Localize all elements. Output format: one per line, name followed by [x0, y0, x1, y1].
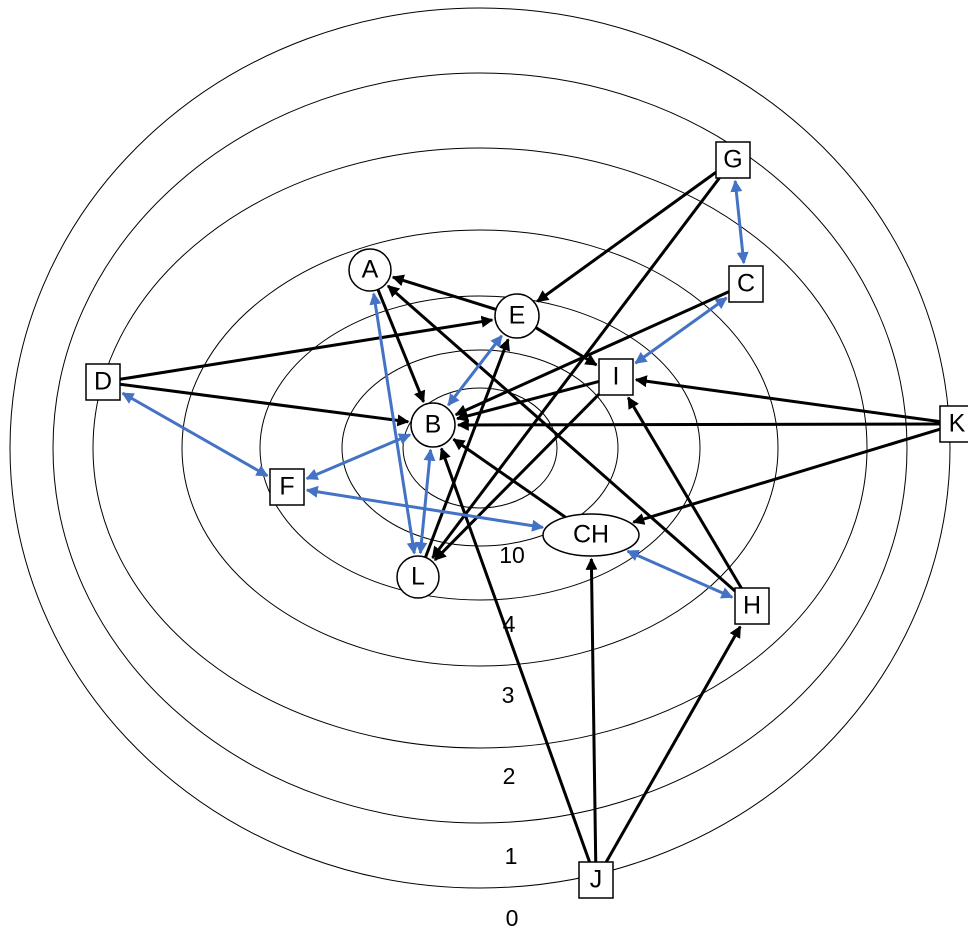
node-label-h: H: [743, 592, 761, 620]
node-l: L: [396, 555, 440, 599]
node-shape-j: [578, 861, 614, 899]
edge-e-b: [447, 334, 503, 407]
edge-d-e: [119, 315, 494, 381]
node-label-j: J: [590, 866, 603, 894]
node-shape-h: [734, 587, 770, 625]
edge-ch-h: [626, 549, 734, 599]
edge-i-l: [433, 393, 601, 561]
edge-j-ch: [585, 557, 598, 863]
edge-k-ch: [632, 427, 941, 525]
edge-g-c: [730, 179, 749, 265]
edge-a-l: [369, 292, 419, 555]
node-label-k: K: [949, 410, 966, 438]
ring-label-r10: 10: [499, 542, 525, 568]
node-h: H: [734, 587, 770, 625]
node-c: C: [728, 265, 764, 303]
ring-r2: [92, 147, 868, 749]
ring-label-r0: 0: [506, 905, 519, 927]
node-shape-k: [939, 405, 968, 443]
edges: [119, 171, 941, 863]
node-label-d: D: [94, 368, 112, 396]
ring-label-r3: 3: [502, 682, 515, 708]
edge-d-f: [121, 391, 269, 478]
ring-label-r1: 1: [505, 843, 518, 869]
node-label-f: F: [279, 473, 294, 501]
node-label-e: E: [509, 302, 526, 330]
node-label-l: L: [411, 563, 425, 591]
node-shape-g: [715, 141, 751, 179]
node-label-g: G: [723, 146, 742, 174]
node-shape-f: [269, 468, 305, 506]
node-shape-i: [598, 358, 634, 396]
edge-e-i: [534, 326, 598, 367]
edge-j-b: [439, 447, 591, 863]
edge-g-e: [536, 171, 717, 303]
node-a: A: [348, 248, 392, 292]
edge-b-l: [415, 448, 436, 555]
node-label-a: A: [362, 256, 379, 284]
rings: [9, 7, 951, 889]
node-i: I: [598, 358, 634, 396]
node-shape-e: [494, 293, 540, 339]
node-j: J: [578, 861, 614, 899]
node-shape-b: [410, 402, 456, 448]
ring-r0: [9, 7, 951, 889]
edge-k-b: [456, 418, 941, 431]
edge-h-a: [387, 284, 736, 593]
edge-c-i: [634, 296, 728, 365]
node-ch: CH: [542, 513, 640, 557]
edge-k-i: [634, 375, 941, 424]
node-g: G: [715, 141, 751, 179]
node-shape-l: [396, 555, 440, 599]
node-e: E: [494, 293, 540, 339]
node-d: D: [85, 363, 121, 401]
ring-label-r2: 2: [503, 763, 516, 789]
node-k: K: [939, 405, 968, 443]
edge-i-b: [456, 380, 600, 422]
edge-e-a: [391, 274, 497, 311]
node-shape-d: [85, 363, 121, 401]
node-label-c: C: [737, 270, 755, 298]
edge-f-b: [305, 433, 412, 480]
ring-r3: [181, 229, 779, 667]
node-shape-a: [348, 248, 392, 292]
node-label-i: I: [613, 363, 620, 391]
node-shape-ch: [542, 513, 640, 557]
node-b: B: [410, 402, 456, 448]
nodes: A B E L CH C D F G H I J K: [85, 141, 968, 899]
ring-r1: [52, 72, 908, 824]
node-shape-c: [728, 265, 764, 303]
node-label-ch: CH: [573, 521, 609, 549]
node-label-b: B: [425, 411, 442, 439]
edge-ch-b: [452, 438, 567, 519]
node-f: F: [269, 468, 305, 506]
edge-j-h: [604, 625, 742, 863]
